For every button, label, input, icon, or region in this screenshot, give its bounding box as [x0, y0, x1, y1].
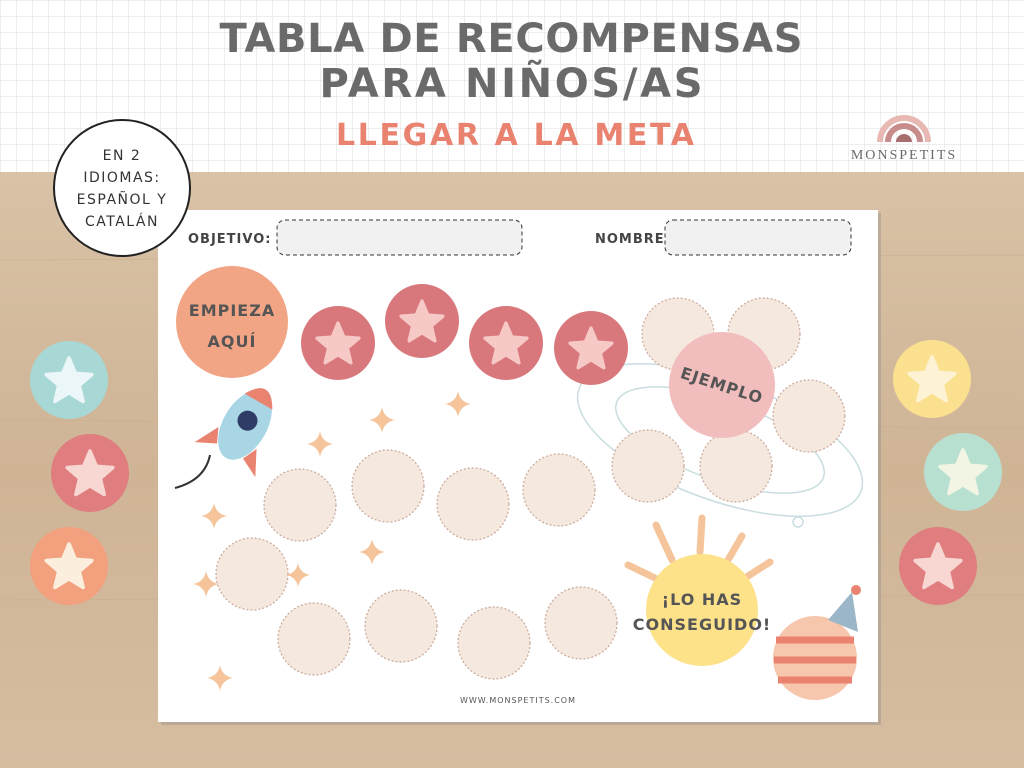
- field-label: OBJETIVO:: [188, 232, 271, 247]
- brand: MONSPETITS: [851, 148, 957, 163]
- title-line: PARA NIÑOS/AS: [320, 59, 705, 107]
- start-circle: [176, 266, 288, 378]
- title-line: TABLA DE RECOMPENSAS: [220, 16, 805, 62]
- logo: MONSPETITS: [851, 115, 957, 163]
- example-circle: [669, 332, 775, 438]
- start-label: AQUÍ: [208, 332, 257, 351]
- star-stickers: [301, 284, 628, 385]
- field-box: [276, 219, 523, 256]
- rocket: [174, 388, 273, 489]
- planet: [773, 585, 861, 700]
- badge-line: ESPAÑOL Y: [77, 191, 168, 208]
- empty-slots: [215, 297, 846, 680]
- badge-line: CATALÁN: [85, 213, 159, 230]
- goal-label: ¡LO HAS: [662, 590, 742, 609]
- subtitle: LLEGAR A LA META: [336, 118, 696, 153]
- side-stickers: [30, 340, 1002, 605]
- website: WWW.MONSPETITS.COM: [460, 696, 576, 705]
- goal-circle: [646, 554, 758, 666]
- goal-label: CONSEGUIDO!: [633, 615, 771, 634]
- field-box: [664, 219, 852, 256]
- field-label: NOMBRE:: [595, 232, 671, 247]
- badge-line: IDIOMAS:: [83, 170, 160, 186]
- goal-rays: [624, 514, 774, 582]
- start-label: EMPIEZA: [189, 301, 275, 320]
- badge: [53, 119, 191, 257]
- badge-line: EN 2: [103, 148, 142, 164]
